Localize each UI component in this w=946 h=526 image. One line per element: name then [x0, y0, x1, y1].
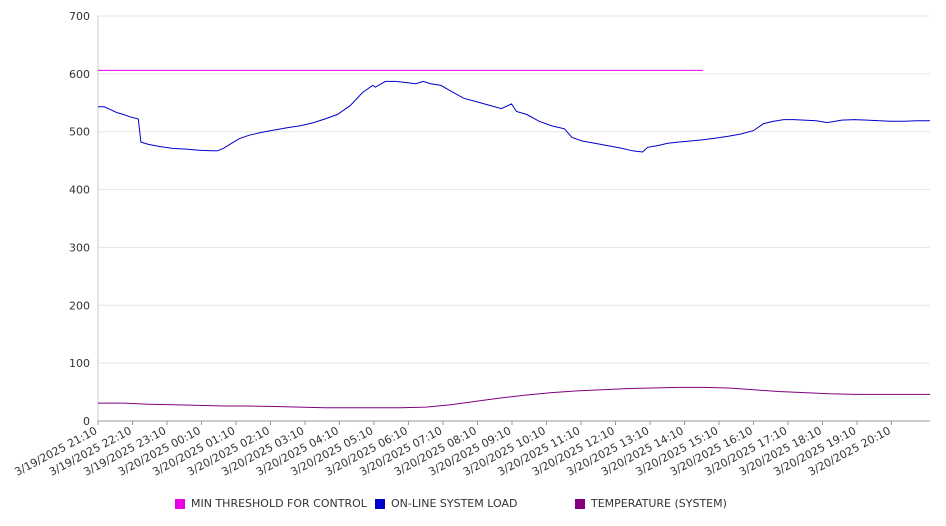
y-tick-label: 700 — [69, 10, 90, 23]
legend-item-min-threshold[interactable]: MIN THRESHOLD FOR CONTROL — [175, 497, 367, 510]
legend-swatch-min-threshold — [175, 498, 185, 509]
series-online-load-line — [98, 80, 930, 153]
y-tick-label: 200 — [69, 299, 90, 312]
legend-label-temperature: TEMPERATURE (SYSTEM) — [591, 497, 727, 510]
y-tick-label: 100 — [69, 357, 90, 370]
y-tick-label: 400 — [69, 184, 90, 197]
y-tick-label: 600 — [69, 68, 90, 81]
y-tick-label: 0 — [83, 415, 90, 428]
series-temperature-line — [98, 386, 930, 409]
y-tick-label: 300 — [69, 241, 90, 254]
legend-item-online-load[interactable]: ON-LINE SYSTEM LOAD — [375, 497, 517, 510]
legend: MIN THRESHOLD FOR CONTROL ON-LINE SYSTEM… — [0, 497, 946, 515]
legend-label-online-load: ON-LINE SYSTEM LOAD — [391, 497, 518, 510]
y-tick-label: 500 — [69, 126, 90, 139]
legend-item-temperature[interactable]: TEMPERATURE (SYSTEM) — [575, 497, 727, 510]
legend-swatch-temperature — [575, 498, 585, 509]
legend-swatch-online-load — [375, 498, 385, 509]
legend-label-min-threshold: MIN THRESHOLD FOR CONTROL — [191, 497, 367, 510]
